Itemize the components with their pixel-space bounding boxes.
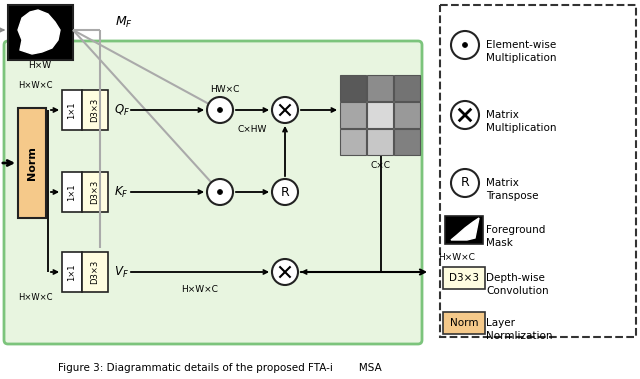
Text: Matrix: Matrix <box>486 110 519 120</box>
Text: H×W×C: H×W×C <box>18 293 52 302</box>
Circle shape <box>451 31 479 59</box>
Polygon shape <box>451 218 479 240</box>
Text: Normlization: Normlization <box>486 331 552 341</box>
Text: H×W×C: H×W×C <box>438 254 475 263</box>
Bar <box>367 129 393 155</box>
Text: R: R <box>461 177 469 190</box>
Bar <box>443 267 485 289</box>
Text: $M_F$: $M_F$ <box>115 14 133 30</box>
Bar <box>82 172 108 212</box>
Bar <box>62 90 82 130</box>
Circle shape <box>451 101 479 129</box>
Text: Transpose: Transpose <box>486 191 538 201</box>
Bar <box>394 129 420 155</box>
Text: Layer: Layer <box>486 318 515 328</box>
Text: $Q_F$: $Q_F$ <box>114 102 130 117</box>
Text: H×W×C: H×W×C <box>18 81 52 91</box>
Text: Convolution: Convolution <box>486 286 548 296</box>
Bar <box>394 75 420 101</box>
Text: 1×1: 1×1 <box>67 263 77 281</box>
Text: Norm: Norm <box>450 318 478 328</box>
Text: Element-wise: Element-wise <box>486 40 556 50</box>
Text: 1×1: 1×1 <box>67 101 77 119</box>
Text: Multiplication: Multiplication <box>486 123 557 133</box>
Text: Foreground: Foreground <box>486 225 545 235</box>
Bar <box>443 312 485 334</box>
Bar <box>62 252 82 292</box>
Text: Mask: Mask <box>486 238 513 248</box>
Circle shape <box>272 97 298 123</box>
Text: C×C: C×C <box>371 161 390 171</box>
Text: H×W: H×W <box>28 61 52 70</box>
Text: D3×3: D3×3 <box>449 273 479 283</box>
Circle shape <box>451 169 479 197</box>
Bar <box>394 102 420 128</box>
Text: Norm: Norm <box>27 146 37 180</box>
Circle shape <box>207 179 233 205</box>
Text: H×W×C: H×W×C <box>182 285 218 294</box>
Bar <box>82 252 108 292</box>
Bar <box>340 75 366 101</box>
Text: Depth-wise: Depth-wise <box>486 273 545 283</box>
Circle shape <box>207 97 233 123</box>
Circle shape <box>463 42 467 47</box>
Bar <box>445 216 483 244</box>
Text: D3×3: D3×3 <box>90 260 99 284</box>
Circle shape <box>218 108 223 113</box>
Text: 1×1: 1×1 <box>67 183 77 201</box>
Text: HW×C: HW×C <box>211 86 240 94</box>
Circle shape <box>272 179 298 205</box>
Bar <box>367 75 393 101</box>
Polygon shape <box>18 10 60 54</box>
Bar <box>8 5 73 60</box>
Circle shape <box>272 259 298 285</box>
Circle shape <box>218 190 223 194</box>
Bar <box>340 129 366 155</box>
Bar <box>440 5 636 337</box>
Bar <box>82 90 108 130</box>
FancyBboxPatch shape <box>4 41 422 344</box>
Bar <box>18 108 46 218</box>
Text: Multiplication: Multiplication <box>486 53 557 63</box>
Text: Matrix: Matrix <box>486 178 519 188</box>
Text: D3×3: D3×3 <box>90 180 99 204</box>
Text: Figure 3: Diagrammatic details of the proposed FTA-i        MSA: Figure 3: Diagrammatic details of the pr… <box>58 363 382 373</box>
Bar <box>62 172 82 212</box>
Text: $V_F$: $V_F$ <box>114 265 129 280</box>
Text: R: R <box>280 185 289 199</box>
Bar <box>340 102 366 128</box>
Text: C×HW: C×HW <box>237 125 267 135</box>
Bar <box>367 102 393 128</box>
Text: $K_F$: $K_F$ <box>114 185 129 200</box>
Text: D3×3: D3×3 <box>90 98 99 122</box>
